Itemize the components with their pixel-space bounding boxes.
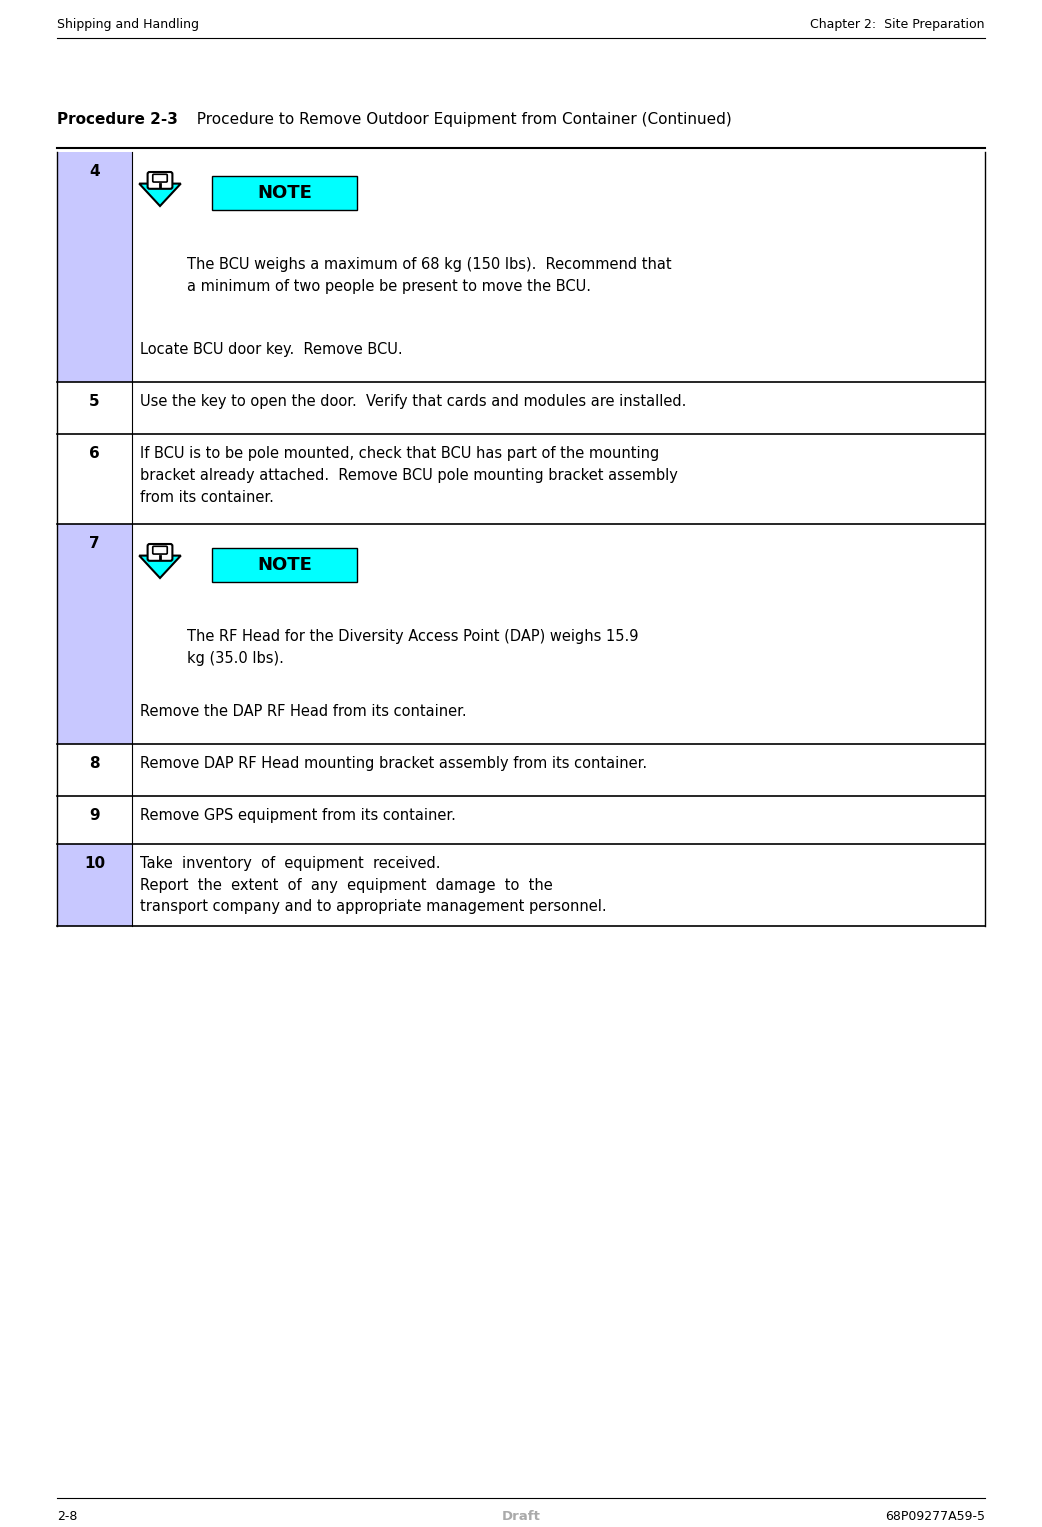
Text: NOTE: NOTE: [257, 556, 312, 574]
Text: 5: 5: [90, 394, 100, 409]
Text: Chapter 2:  Site Preparation: Chapter 2: Site Preparation: [811, 18, 985, 31]
Text: 2-8: 2-8: [57, 1510, 77, 1522]
Text: 4: 4: [90, 163, 100, 179]
Text: Shipping and Handling: Shipping and Handling: [57, 18, 199, 31]
Text: 8: 8: [90, 756, 100, 771]
Text: 7: 7: [90, 536, 100, 551]
Polygon shape: [140, 556, 181, 579]
Text: The RF Head for the Diversity Access Point (DAP) weighs 15.9
kg (35.0 lbs).: The RF Head for the Diversity Access Poi…: [187, 629, 639, 666]
Bar: [212, 548, 357, 582]
Bar: [57, 434, 132, 524]
Text: Use the key to open the door.  Verify that cards and modules are installed.: Use the key to open the door. Verify tha…: [140, 394, 687, 409]
Text: NOTE: NOTE: [257, 183, 312, 202]
Text: Remove GPS equipment from its container.: Remove GPS equipment from its container.: [140, 808, 456, 823]
Bar: [212, 176, 357, 211]
Text: Procedure 2-3: Procedure 2-3: [57, 111, 178, 127]
Text: 68P09277A59-5: 68P09277A59-5: [885, 1510, 985, 1522]
Text: 9: 9: [90, 808, 100, 823]
Text: Take  inventory  of  equipment  received.
Report  the  extent  of  any  equipmen: Take inventory of equipment received. Re…: [140, 857, 606, 915]
Text: Remove DAP RF Head mounting bracket assembly from its container.: Remove DAP RF Head mounting bracket asse…: [140, 756, 647, 771]
FancyBboxPatch shape: [153, 547, 167, 554]
Text: If BCU is to be pole mounted, check that BCU has part of the mounting
bracket al: If BCU is to be pole mounted, check that…: [140, 446, 678, 505]
Bar: [57, 844, 132, 925]
Text: Locate BCU door key.  Remove BCU.: Locate BCU door key. Remove BCU.: [140, 342, 402, 357]
FancyBboxPatch shape: [153, 174, 167, 182]
Text: 10: 10: [84, 857, 105, 870]
FancyBboxPatch shape: [148, 544, 172, 560]
Bar: [57, 796, 132, 844]
Text: Draft: Draft: [501, 1510, 541, 1522]
Bar: [57, 382, 132, 434]
Text: Remove the DAP RF Head from its container.: Remove the DAP RF Head from its containe…: [140, 704, 467, 719]
Polygon shape: [140, 183, 181, 206]
FancyBboxPatch shape: [148, 173, 172, 189]
Bar: [57, 744, 132, 796]
Text: The BCU weighs a maximum of 68 kg (150 lbs).  Recommend that
a minimum of two pe: The BCU weighs a maximum of 68 kg (150 l…: [187, 257, 672, 295]
Text: Procedure to Remove Outdoor Equipment from Container (Continued): Procedure to Remove Outdoor Equipment fr…: [187, 111, 731, 127]
Bar: [57, 153, 132, 382]
Text: 6: 6: [90, 446, 100, 461]
Bar: [57, 524, 132, 744]
